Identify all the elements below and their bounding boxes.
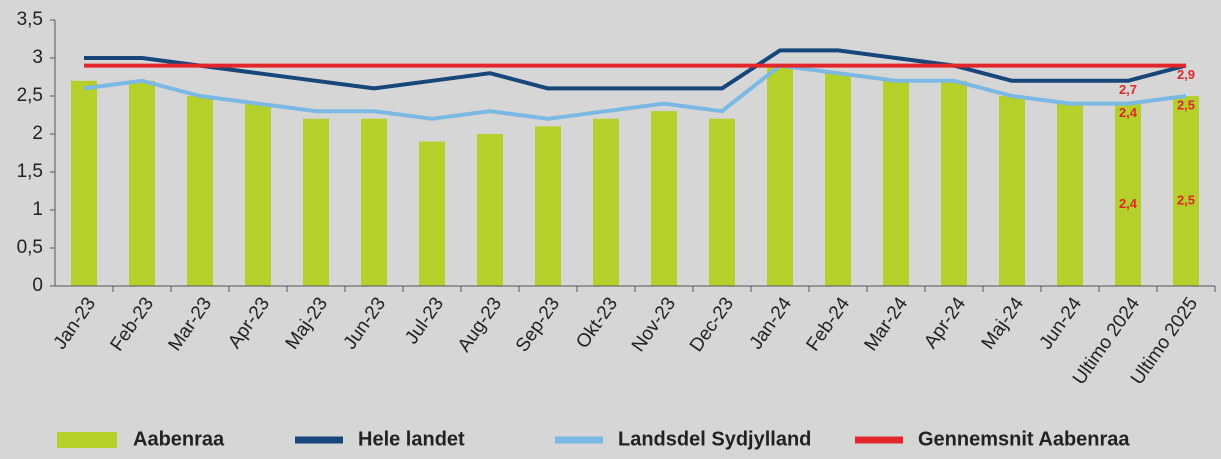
bar (883, 80, 909, 286)
data-label: 2,4 (1119, 105, 1138, 120)
y-tick-label: 1,5 (17, 161, 43, 182)
bar (941, 80, 967, 286)
bar (1115, 103, 1141, 286)
legend-label: Landsdel Sydjylland (618, 428, 811, 450)
bar (245, 103, 271, 286)
bar (767, 65, 793, 286)
bar (1057, 103, 1083, 286)
y-tick-label: 2,5 (17, 85, 43, 106)
bar (999, 96, 1025, 286)
y-tick-label: 2 (32, 123, 43, 144)
bar (129, 80, 155, 286)
line (83, 63, 1187, 121)
data-label: 2,7 (1119, 82, 1137, 97)
legend-label: Gennemsnit Aabenraa (918, 428, 1130, 450)
y-tick-label: 1 (32, 199, 43, 220)
data-label: 2,9 (1177, 67, 1195, 82)
legend-label: Aabenraa (133, 428, 225, 450)
legend-label: Hele landet (358, 428, 465, 450)
bar (361, 118, 387, 286)
bar (593, 118, 619, 286)
y-tick-label: 0 (32, 275, 43, 296)
bar (535, 126, 561, 287)
y-tick-label: 3 (32, 47, 43, 68)
data-label: 2,4 (1119, 196, 1138, 211)
bar (651, 111, 677, 286)
bar (71, 80, 97, 286)
y-tick-label: 0,5 (17, 237, 43, 258)
bar (709, 118, 735, 286)
bar (419, 141, 445, 286)
y-tick-label: 3,5 (17, 9, 43, 30)
bar (187, 96, 213, 286)
bar (825, 73, 851, 286)
data-label: 2,5 (1177, 192, 1195, 207)
bar (303, 118, 329, 286)
legend-swatch (57, 432, 117, 448)
bar (477, 134, 503, 286)
bar (1173, 96, 1199, 286)
data-label: 2,5 (1177, 97, 1195, 112)
line (84, 48, 1187, 91)
